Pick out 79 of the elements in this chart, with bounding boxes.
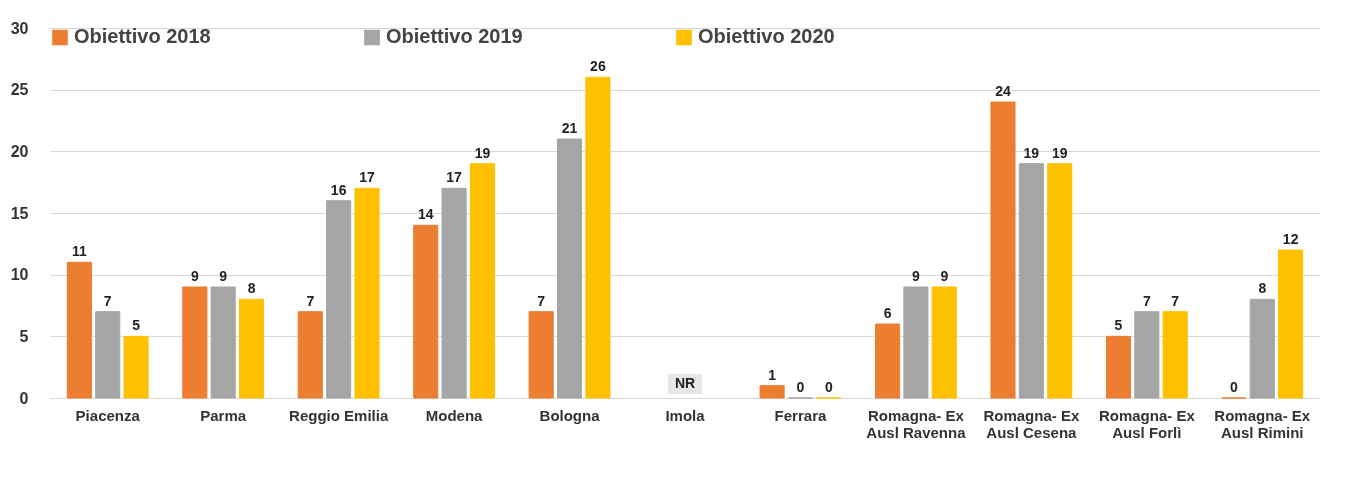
data-label: 9 bbox=[219, 268, 228, 284]
bar bbox=[1249, 298, 1275, 399]
bar bbox=[182, 286, 208, 399]
data-label: 5 bbox=[1114, 317, 1123, 334]
data-label: 17 bbox=[446, 169, 463, 186]
x-tick-label: Reggio Emilia bbox=[289, 406, 389, 424]
legend-label: Obiettivo 2019 bbox=[386, 25, 523, 48]
x-tick-label: Modena bbox=[425, 406, 484, 424]
x-tick-label: Romagna- Ex Ausl Ravenna bbox=[866, 406, 967, 441]
bar bbox=[585, 76, 611, 399]
bar bbox=[441, 187, 467, 399]
data-label: 7 bbox=[537, 292, 546, 309]
bar bbox=[297, 311, 323, 399]
x-tick-label: Romagna- Ex Ausl Cesena bbox=[983, 406, 1080, 441]
bar bbox=[354, 187, 380, 399]
legend-label: Obiettivo 2018 bbox=[74, 25, 211, 48]
data-label: 11 bbox=[71, 243, 87, 260]
legend-label: Obiettivo 2020 bbox=[698, 25, 835, 48]
data-label: 24 bbox=[995, 83, 1011, 99]
bar bbox=[95, 311, 121, 399]
bar bbox=[931, 286, 957, 399]
bar bbox=[1134, 311, 1160, 399]
data-label: 0 bbox=[796, 379, 805, 395]
data-label: 17 bbox=[359, 169, 375, 186]
bar bbox=[1162, 311, 1188, 399]
bar bbox=[556, 138, 583, 399]
data-label: 14 bbox=[417, 206, 434, 223]
data-label: 7 bbox=[103, 292, 112, 309]
data-label: 26 bbox=[590, 58, 606, 75]
x-tick-label: Romagna- Ex Ausl Forlì bbox=[1098, 406, 1196, 441]
x-tick-label: Romagna- Ex Ausl Rimini bbox=[1214, 406, 1311, 441]
data-label: 19 bbox=[1023, 144, 1040, 161]
data-label: 9 bbox=[190, 268, 199, 284]
bar bbox=[469, 163, 495, 399]
bar bbox=[1047, 163, 1073, 399]
data-label: 6 bbox=[883, 305, 892, 321]
data-label: 5 bbox=[132, 317, 141, 334]
bar bbox=[1018, 163, 1044, 399]
annotation: NR bbox=[674, 375, 696, 391]
x-tick-label: Ferrara bbox=[774, 406, 827, 424]
y-tick-label: 15 bbox=[10, 204, 29, 222]
data-label: 9 bbox=[912, 268, 921, 284]
bar bbox=[903, 286, 929, 399]
bar bbox=[326, 200, 352, 399]
x-tick-label: Imola bbox=[665, 406, 706, 424]
data-label: 12 bbox=[1282, 231, 1299, 247]
data-label: 7 bbox=[1142, 292, 1151, 309]
data-label: 19 bbox=[1051, 144, 1068, 161]
data-label: 0 bbox=[1230, 379, 1239, 395]
bar bbox=[1105, 335, 1132, 399]
bar bbox=[413, 224, 439, 399]
x-tick-label: Piacenza bbox=[75, 406, 141, 424]
data-label: 19 bbox=[474, 144, 491, 161]
y-tick-label: 20 bbox=[10, 142, 29, 160]
data-label: 16 bbox=[330, 181, 347, 198]
y-tick-label: 10 bbox=[10, 266, 29, 284]
data-label: 7 bbox=[1171, 292, 1180, 309]
data-label: 1 bbox=[768, 366, 777, 383]
y-tick-label: 30 bbox=[10, 19, 29, 37]
y-tick-label: 5 bbox=[19, 327, 29, 345]
data-label: 0 bbox=[824, 379, 833, 395]
bar bbox=[875, 323, 901, 399]
data-label: 21 bbox=[561, 120, 578, 136]
data-label: 8 bbox=[1258, 280, 1267, 297]
x-tick-label: Parma bbox=[200, 406, 247, 424]
y-tick-label: 25 bbox=[10, 81, 29, 99]
data-label: 9 bbox=[940, 268, 949, 284]
bar bbox=[238, 298, 265, 399]
bar bbox=[528, 311, 554, 399]
bar bbox=[123, 335, 149, 399]
data-label: 7 bbox=[306, 292, 315, 309]
bar bbox=[759, 385, 785, 399]
data-label: 8 bbox=[247, 280, 256, 297]
bar bbox=[66, 261, 92, 399]
y-tick-label: 0 bbox=[19, 389, 29, 407]
bar bbox=[990, 101, 1016, 399]
bar bbox=[1278, 249, 1304, 399]
bar bbox=[210, 286, 236, 399]
x-tick-label: Bologna bbox=[539, 406, 601, 424]
